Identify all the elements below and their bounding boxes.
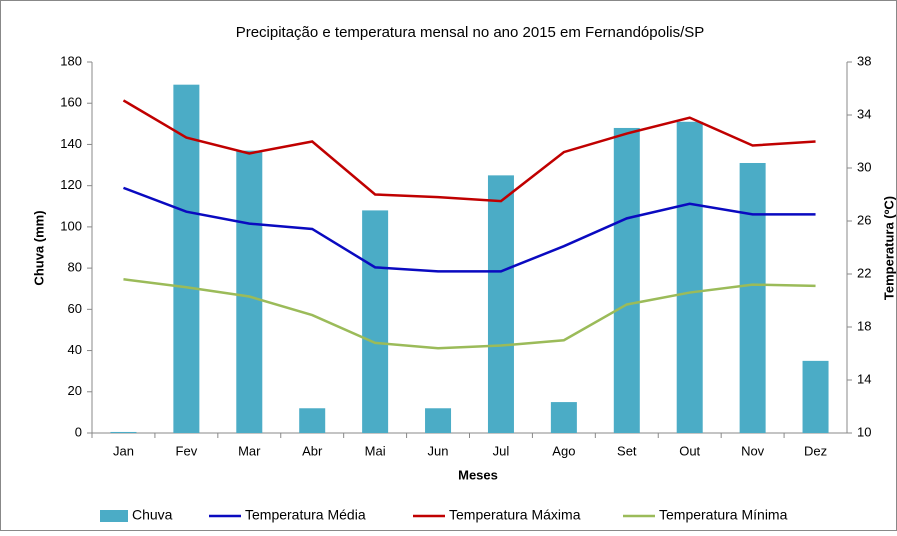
y2-tick-label: 22 bbox=[857, 265, 871, 280]
x-axis-label: Meses bbox=[458, 467, 498, 482]
y2-tick-label: 10 bbox=[857, 424, 871, 439]
x-tick-label: Ago bbox=[552, 443, 575, 458]
bar bbox=[613, 127, 640, 433]
y-tick-label: 160 bbox=[60, 95, 82, 110]
x-tick-label: Mar bbox=[238, 443, 261, 458]
bar bbox=[425, 408, 452, 433]
legend-label: Temperatura Média bbox=[245, 507, 366, 523]
y2-tick-label: 14 bbox=[857, 371, 871, 386]
bar bbox=[299, 408, 326, 433]
bar bbox=[676, 121, 703, 434]
y2-tick-label: 30 bbox=[857, 159, 871, 174]
x-tick-label: Set bbox=[617, 443, 637, 458]
y-tick-label: 40 bbox=[68, 342, 82, 357]
bar bbox=[487, 175, 514, 433]
y2-tick-label: 18 bbox=[857, 318, 871, 333]
x-tick-label: Out bbox=[679, 443, 700, 458]
bar bbox=[362, 210, 389, 433]
y-tick-label: 80 bbox=[68, 260, 82, 275]
y-tick-label: 140 bbox=[60, 136, 82, 151]
line bbox=[123, 186, 816, 273]
y2-tick-label: 38 bbox=[857, 53, 871, 68]
x-tick-label: Mai bbox=[365, 443, 386, 458]
y-tick-label: 60 bbox=[68, 301, 82, 316]
x-tick-label: Abr bbox=[302, 443, 323, 458]
x-tick-label: Dez bbox=[804, 443, 827, 458]
legend-label: Temperatura Máxima bbox=[449, 507, 581, 523]
y-tick-label: 20 bbox=[68, 383, 82, 398]
bar bbox=[550, 402, 577, 433]
bar bbox=[173, 84, 200, 433]
y-tick-label: 120 bbox=[60, 177, 82, 192]
legend-swatch bbox=[100, 510, 128, 522]
y-axis-label: Chuva (mm) bbox=[31, 210, 46, 285]
x-tick-label: Jan bbox=[113, 443, 134, 458]
line bbox=[123, 278, 816, 350]
x-tick-label: Jul bbox=[493, 443, 510, 458]
bar bbox=[236, 150, 263, 433]
y-tick-label: 100 bbox=[60, 218, 82, 233]
x-tick-label: Fev bbox=[176, 443, 198, 458]
x-tick-label: Nov bbox=[741, 443, 765, 458]
line bbox=[122, 99, 816, 203]
legend-label: Temperatura Mínima bbox=[659, 507, 788, 523]
x-tick-label: Jun bbox=[428, 443, 449, 458]
chart-title: Precipitação e temperatura mensal no ano… bbox=[236, 24, 705, 41]
legend-label: Chuva bbox=[132, 507, 173, 523]
y-tick-label: 180 bbox=[60, 53, 82, 68]
y2-axis-label: Temperatura (ºC) bbox=[881, 196, 896, 300]
y2-tick-label: 26 bbox=[857, 212, 871, 227]
bar bbox=[739, 162, 766, 433]
y-tick-label: 0 bbox=[75, 424, 82, 439]
y2-tick-label: 34 bbox=[857, 106, 871, 121]
bar bbox=[110, 431, 137, 433]
bar bbox=[802, 360, 829, 433]
